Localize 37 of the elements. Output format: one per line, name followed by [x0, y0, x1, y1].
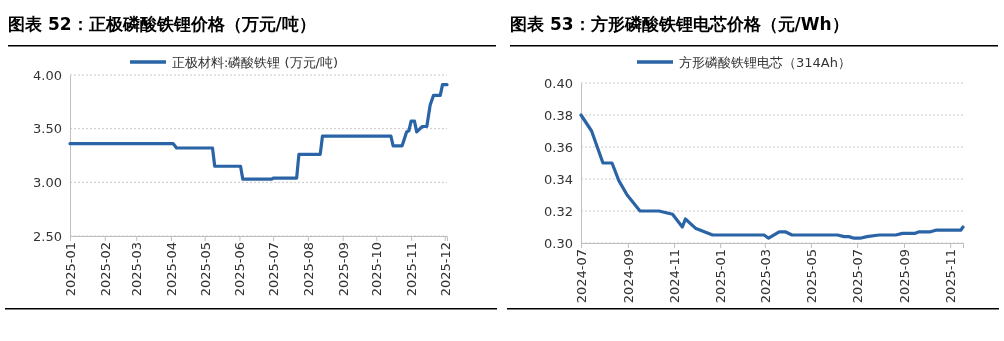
x-tick-label: 2024-11 [667, 249, 683, 304]
x-tick-label: 2025-02 [97, 242, 113, 297]
x-tick-label: 2024-09 [620, 249, 636, 304]
x-tick-label: 2025-03 [757, 249, 773, 304]
x-tick-label: 2024-07 [574, 249, 590, 304]
y-tick-label: 2.50 [33, 228, 62, 244]
x-tick-label: 2025-12 [437, 242, 453, 297]
x-tick-label: 2025-09 [335, 242, 351, 297]
line-series [579, 113, 965, 240]
x-tick-label: 2025-03 [129, 242, 145, 297]
x-tick-label: 2025-07 [266, 242, 282, 297]
y-tick-label: 3.50 [33, 121, 62, 137]
x-tick-label: 2025-05 [197, 242, 213, 297]
y-tick-label: 3.00 [33, 174, 62, 190]
x-tick-label: 2025-01 [63, 242, 79, 297]
x-tick-label: 2025-01 [713, 249, 729, 304]
x-tick-label: 2025-09 [897, 249, 913, 304]
x-tick-label: 2025-11 [404, 242, 420, 297]
x-tick-label: 2025-11 [943, 249, 959, 304]
y-tick-label: 4.00 [33, 67, 62, 83]
x-tick-label: 2025-07 [850, 249, 866, 304]
legend-label: 方形磷酸铁锂电芯（314Ah） [679, 55, 851, 70]
chart-title: 图表 53：方形磷酸铁锂电芯价格（元/Wh） [510, 14, 849, 34]
x-tick-label: 2025-10 [369, 242, 385, 297]
y-tick-label: 0.40 [544, 75, 573, 91]
line-series [68, 83, 449, 181]
y-tick-label: 0.30 [544, 235, 573, 251]
chart-title: 图表 52：正极磷酸铁锂价格（万元/吨） [8, 14, 316, 34]
x-tick-label: 2025-06 [232, 242, 248, 297]
y-tick-label: 0.32 [544, 203, 573, 219]
x-tick-label: 2025-04 [164, 242, 180, 297]
x-tick-label: 2025-05 [804, 249, 820, 304]
x-tick-label: 2025-08 [300, 242, 316, 297]
legend-label: 正极材料:磷酸铁锂 (万元/吨) [172, 55, 339, 70]
y-tick-label: 0.36 [544, 139, 573, 155]
y-tick-label: 0.34 [544, 171, 573, 187]
y-tick-label: 0.38 [544, 107, 573, 123]
